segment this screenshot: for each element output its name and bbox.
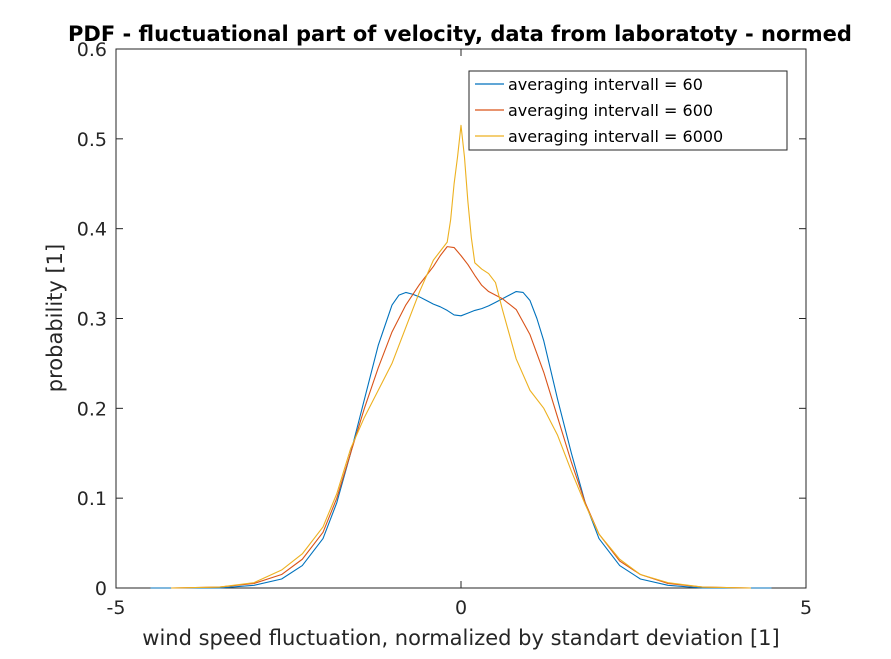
y-tick-label: 0.6 (77, 39, 107, 61)
y-axis-ticks: 0 0.1 0.2 0.3 0.4 0.5 0.6 (77, 39, 806, 600)
series-line-600 (171, 246, 751, 589)
y-tick-label: 0 (95, 578, 107, 600)
y-tick-label: 0.5 (77, 129, 107, 151)
chart-title: PDF - fluctuational part of velocity, da… (68, 22, 852, 46)
x-tick-label: 0 (455, 597, 467, 619)
series-line-6000 (171, 124, 751, 589)
legend-label-6000: averaging intervall = 6000 (508, 127, 723, 146)
y-tick-label: 0.2 (77, 398, 107, 420)
legend-label-600: averaging intervall = 600 (508, 101, 713, 120)
x-tick-label: 5 (800, 597, 812, 619)
y-tick-label: 0.4 (77, 219, 107, 241)
y-axis-label: probability [1] (43, 244, 67, 392)
series-layer (150, 124, 772, 589)
y-tick-label: 0.1 (77, 488, 107, 510)
x-axis-ticks: -5 0 5 (107, 49, 812, 619)
legend-label-60: averaging intervall = 60 (508, 75, 703, 94)
y-tick-label: 0.3 (77, 309, 107, 331)
x-axis-label: wind speed fluctuation, normalized by st… (142, 626, 779, 650)
legend-box (468, 70, 788, 151)
legend: averaging intervall = 60 averaging inter… (468, 70, 788, 151)
x-tick-label: -5 (107, 597, 126, 619)
